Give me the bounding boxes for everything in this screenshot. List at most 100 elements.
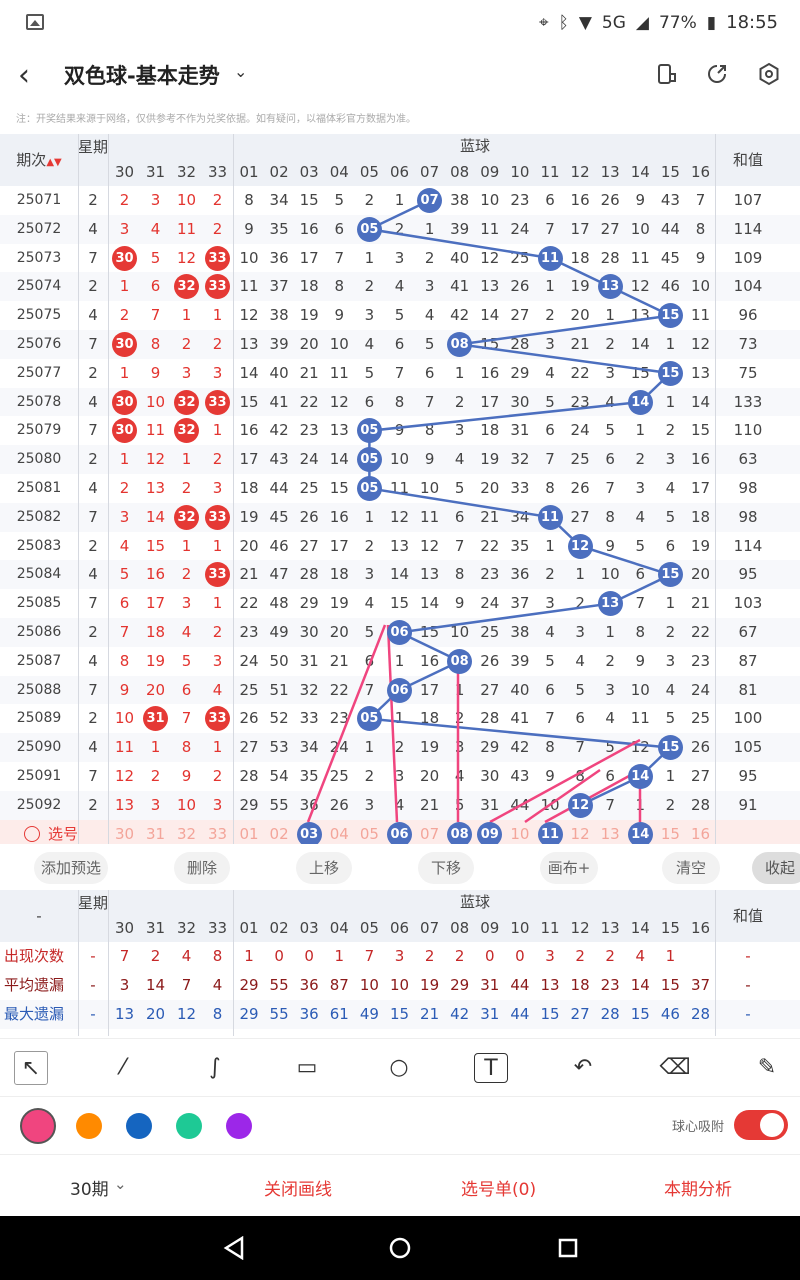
- blue-cell: 36: [510, 565, 530, 584]
- magnet-toggle[interactable]: [734, 1110, 788, 1140]
- period-header[interactable]: 期次▲▼: [16, 151, 62, 169]
- stats-blue: 1: [334, 947, 345, 965]
- select-row-label[interactable]: 选号: [24, 820, 84, 844]
- curve-icon[interactable]: ∫: [209, 1055, 221, 1080]
- select-blue-option[interactable]: 16: [690, 824, 711, 843]
- rectangle-icon[interactable]: ▭: [296, 1055, 318, 1080]
- circle-icon[interactable]: ○: [389, 1055, 409, 1080]
- stats-blue-col: 15: [660, 919, 680, 937]
- red-ball: 32: [174, 504, 199, 530]
- move-up-button[interactable]: 上移: [296, 852, 352, 884]
- phone-layout-icon[interactable]: [654, 62, 680, 88]
- stats-blue: 87: [329, 976, 349, 994]
- bluetooth-icon: ᛒ: [558, 12, 569, 33]
- blue-cell: 41: [450, 277, 470, 296]
- blue-cell: 10: [630, 680, 650, 699]
- trend-lines: [306, 199, 675, 824]
- settings-icon[interactable]: [756, 62, 782, 88]
- blue-cell: 5: [454, 795, 465, 814]
- blue-cell: 3: [364, 565, 375, 584]
- undo-icon[interactable]: ↶: [573, 1055, 593, 1080]
- blue-cell: 9: [244, 219, 254, 238]
- red-cell: 11: [114, 738, 135, 757]
- stats-blue: 2: [454, 947, 465, 965]
- blue-cell: 12: [329, 392, 349, 411]
- select-red-option[interactable]: 32: [176, 824, 197, 843]
- nav-home-icon[interactable]: [388, 1236, 412, 1260]
- chevron-down-icon[interactable]: ⌄: [114, 1175, 127, 1193]
- select-blue-option[interactable]: 05: [359, 824, 379, 843]
- select-blue-option[interactable]: 12: [570, 824, 590, 843]
- red-ball: 33: [205, 562, 230, 588]
- trend-grid[interactable]: 期次▲▼ 星期 蓝球 和值 30 31 32 33 01 02 03 04 05 06 07 08 09 10 11…: [0, 134, 800, 844]
- select-red-option[interactable]: 30: [114, 824, 135, 843]
- stats-blue: 61: [329, 1005, 349, 1023]
- color-green[interactable]: [176, 1113, 202, 1139]
- blue-cell: 30: [299, 623, 319, 641]
- blue-cell: 38: [269, 306, 289, 325]
- blue-col-header: 13: [600, 163, 620, 181]
- select-blue-option[interactable]: 07: [420, 824, 440, 843]
- nav-back-icon[interactable]: [222, 1236, 246, 1260]
- color-pink[interactable]: [20, 1108, 56, 1144]
- select-blue-option[interactable]: 10: [510, 824, 530, 843]
- select-blue-option[interactable]: 13: [600, 824, 620, 843]
- share-icon[interactable]: [704, 62, 730, 88]
- select-blue-option[interactable]: 15: [660, 824, 680, 843]
- blue-cell: 6: [575, 709, 585, 728]
- blue-cell: 6: [605, 450, 615, 469]
- page-title[interactable]: 双色球-基本走势: [64, 64, 220, 88]
- title-bar: ‹ 双色球-基本走势 ⌄: [0, 48, 800, 102]
- blue-cell: 2: [545, 306, 555, 325]
- week-cell: 7: [88, 680, 98, 699]
- blue-cell: 11: [630, 709, 650, 728]
- grid-header: [0, 134, 800, 186]
- sum-cell: 73: [738, 335, 758, 353]
- red-cell: 18: [145, 623, 166, 641]
- line-icon[interactable]: ⁄: [121, 1055, 125, 1080]
- blue-cell: 20: [239, 536, 259, 555]
- analysis-button[interactable]: 本期分析: [664, 1180, 732, 1200]
- blue-cell: 30: [480, 767, 500, 785]
- select-red-option[interactable]: 33: [207, 824, 228, 843]
- sum-cell: 81: [738, 680, 758, 699]
- stats-week: -: [90, 976, 96, 994]
- blue-cell: 53: [269, 738, 289, 757]
- close-draw-button[interactable]: 关闭画线: [264, 1180, 332, 1200]
- collapse-button[interactable]: 收起: [752, 852, 800, 884]
- color-blue[interactable]: [126, 1113, 152, 1139]
- select-blue-option[interactable]: 02: [269, 824, 289, 843]
- select-red-option[interactable]: 31: [145, 824, 166, 843]
- sum-cell: 114: [733, 536, 763, 555]
- add-preselect-button[interactable]: 添加预选: [34, 852, 108, 884]
- stats-week: -: [90, 1005, 96, 1023]
- chevron-down-icon[interactable]: ⌄: [234, 62, 248, 81]
- eraser-icon[interactable]: ⌫: [659, 1055, 691, 1080]
- blue-col-header: 14: [630, 163, 650, 181]
- color-purple[interactable]: [226, 1113, 252, 1139]
- blue-cell: 16: [480, 363, 500, 382]
- period-select[interactable]: 30期: [70, 1180, 109, 1200]
- select-blue-option[interactable]: 01: [239, 824, 259, 843]
- move-down-button[interactable]: 下移: [418, 852, 474, 884]
- blue-cell: 22: [690, 623, 711, 641]
- canvas-plus-button[interactable]: 画布+: [540, 852, 598, 884]
- red-cell: 12: [145, 450, 166, 469]
- delete-button[interactable]: 删除: [174, 852, 230, 884]
- selected-blue-ball: 08: [447, 821, 473, 844]
- blue-cell: 9: [605, 536, 615, 555]
- blue-cell: 12: [239, 306, 259, 325]
- clear-brush-icon[interactable]: ✎: [757, 1055, 777, 1080]
- select-arrow-icon[interactable]: ↖: [14, 1051, 48, 1085]
- color-orange[interactable]: [76, 1113, 102, 1139]
- select-blue-option[interactable]: 04: [329, 824, 349, 843]
- stats-red: 20: [145, 1005, 166, 1023]
- blue-ball: 15: [657, 303, 683, 329]
- ticket-button[interactable]: 选号单(0): [461, 1180, 537, 1200]
- clear-button[interactable]: 清空: [662, 852, 720, 884]
- back-icon[interactable]: ‹: [18, 58, 30, 93]
- blue-cell: 20: [570, 306, 590, 325]
- blue-cell: 8: [545, 479, 555, 497]
- text-icon[interactable]: T: [474, 1053, 508, 1083]
- nav-recents-icon[interactable]: [556, 1236, 580, 1260]
